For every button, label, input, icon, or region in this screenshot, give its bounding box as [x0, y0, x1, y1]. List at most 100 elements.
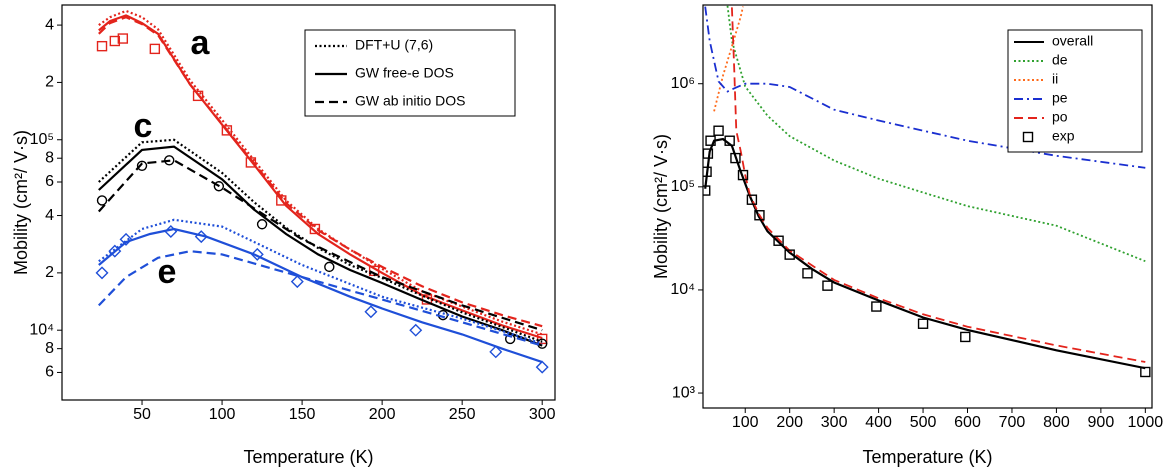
y-tick-label: 6	[45, 364, 54, 381]
marker	[221, 125, 233, 136]
marker	[409, 323, 423, 337]
marker	[724, 135, 735, 146]
marker	[802, 268, 813, 279]
marker	[1022, 131, 1034, 143]
marker	[746, 194, 758, 205]
marker	[917, 318, 929, 329]
marker	[192, 90, 204, 102]
curve	[98, 9, 543, 336]
curve	[98, 218, 543, 345]
y-tick-label: 10⁵	[30, 131, 54, 148]
plot-area	[95, 9, 549, 374]
x-tick-label: 50	[133, 406, 151, 423]
annotation: e	[158, 253, 177, 291]
y-tick-label: 2	[45, 264, 54, 281]
marker	[164, 224, 178, 238]
marker	[324, 261, 335, 273]
y-tick-label: 10⁴	[670, 281, 695, 298]
marker	[784, 249, 795, 260]
marker	[276, 195, 287, 206]
curve	[98, 145, 543, 347]
curve	[713, 6, 744, 112]
curve	[704, 137, 1146, 370]
y-tick-label: 10⁶	[671, 75, 695, 92]
marker	[149, 43, 161, 55]
y-tick-label: 4	[45, 16, 54, 33]
legend-label: po	[1052, 109, 1068, 125]
marker	[117, 33, 129, 44]
x-tick-label: 1000	[1128, 414, 1164, 431]
curve	[731, 7, 1146, 363]
marker	[194, 230, 208, 244]
marker	[960, 331, 971, 343]
legend-label: DFT+U (7,6)	[355, 37, 433, 53]
annotation: a	[191, 24, 211, 62]
y-tick-label: 10⁵	[671, 178, 695, 195]
marker	[1140, 366, 1151, 378]
y-tick-label: 10³	[672, 384, 696, 401]
marker	[713, 125, 724, 136]
legend-label: exp	[1052, 128, 1075, 144]
curve	[704, 6, 1146, 169]
x-tick-label: 100	[209, 406, 236, 423]
x-tick-label: 250	[449, 406, 476, 423]
marker	[773, 235, 784, 246]
marker	[250, 247, 264, 261]
x-tick-label: 300	[529, 406, 556, 423]
legend-box	[1007, 29, 1143, 153]
marker	[504, 333, 516, 345]
x-tick-label: 700	[999, 414, 1026, 431]
legend-label: pe	[1052, 90, 1068, 106]
marker	[871, 301, 882, 312]
curve	[97, 159, 543, 332]
marker	[703, 185, 711, 196]
plot-frame	[61, 4, 556, 401]
marker	[703, 148, 714, 159]
x-tick-label: 300	[821, 414, 848, 431]
curve	[98, 14, 543, 340]
x-axis-title: Temperature (K)	[243, 447, 373, 467]
annotation: c	[134, 107, 153, 145]
marker	[822, 280, 833, 291]
x-tick-label: 400	[865, 414, 892, 431]
marker	[489, 345, 503, 359]
marker	[364, 305, 378, 319]
y-axis-title: Mobility (cm²/ V·s)	[11, 130, 31, 275]
marker	[109, 35, 121, 47]
marker	[96, 40, 108, 52]
marker	[309, 223, 321, 235]
marker	[256, 219, 268, 230]
marker	[96, 195, 108, 206]
y-tick-label: 8	[45, 340, 54, 357]
curve	[98, 138, 543, 343]
plot-area	[703, 5, 1151, 378]
legend-label: GW free-e DOS	[355, 65, 454, 81]
x-tick-label: 200	[369, 406, 396, 423]
marker	[737, 169, 749, 181]
x-tick-label: 150	[289, 406, 316, 423]
marker	[213, 181, 225, 192]
curve	[98, 16, 543, 328]
marker	[245, 157, 257, 168]
x-tick-label: 800	[1043, 414, 1070, 431]
x-tick-label: 500	[910, 414, 937, 431]
marker	[754, 210, 765, 221]
plot-frame	[702, 4, 1153, 409]
marker	[535, 360, 549, 374]
marker	[95, 266, 109, 280]
marker	[108, 244, 122, 258]
x-tick-label: 100	[732, 414, 759, 431]
legend-label: overall	[1052, 33, 1093, 49]
marker	[703, 166, 712, 177]
marker	[164, 155, 175, 166]
legend-label: GW ab initio DOS	[355, 93, 465, 109]
marker	[730, 152, 741, 164]
x-tick-label: 600	[954, 414, 981, 431]
y-tick-label: 10⁴	[29, 321, 54, 338]
y-axis-title: Mobility (cm²/ V·s)	[651, 134, 671, 279]
x-tick-label: 200	[776, 414, 803, 431]
y-tick-label: 6	[45, 173, 54, 190]
y-tick-label: 8	[45, 149, 54, 166]
legend-label: ii	[1052, 71, 1058, 87]
